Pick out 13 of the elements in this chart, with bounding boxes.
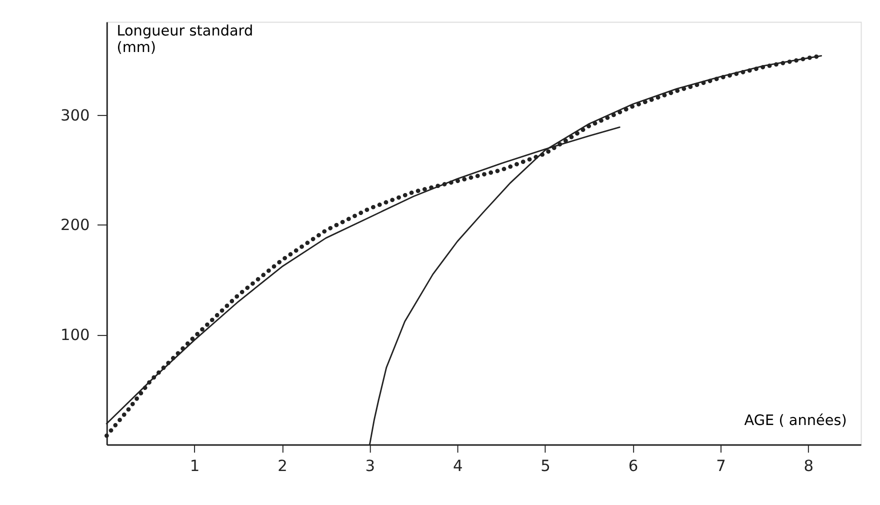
x-tick-label: 7 — [716, 456, 726, 475]
y-tick-label: 100 — [60, 326, 90, 344]
x-tick-label: 8 — [804, 456, 814, 475]
x-tick-label: 6 — [628, 456, 638, 475]
y-tick-label: 300 — [60, 106, 90, 124]
x-tick-label: 4 — [452, 456, 463, 475]
x-tick-label: 3 — [365, 456, 376, 475]
x-tick-label: 5 — [540, 456, 550, 475]
x-tick-label: 1 — [190, 456, 200, 475]
y-tick-label: 200 — [60, 216, 90, 234]
x-tick-label: 2 — [278, 456, 288, 475]
y-axis-title: Longueur standard (mm) — [116, 24, 254, 56]
x-axis-title: AGE ( années) — [744, 412, 847, 429]
